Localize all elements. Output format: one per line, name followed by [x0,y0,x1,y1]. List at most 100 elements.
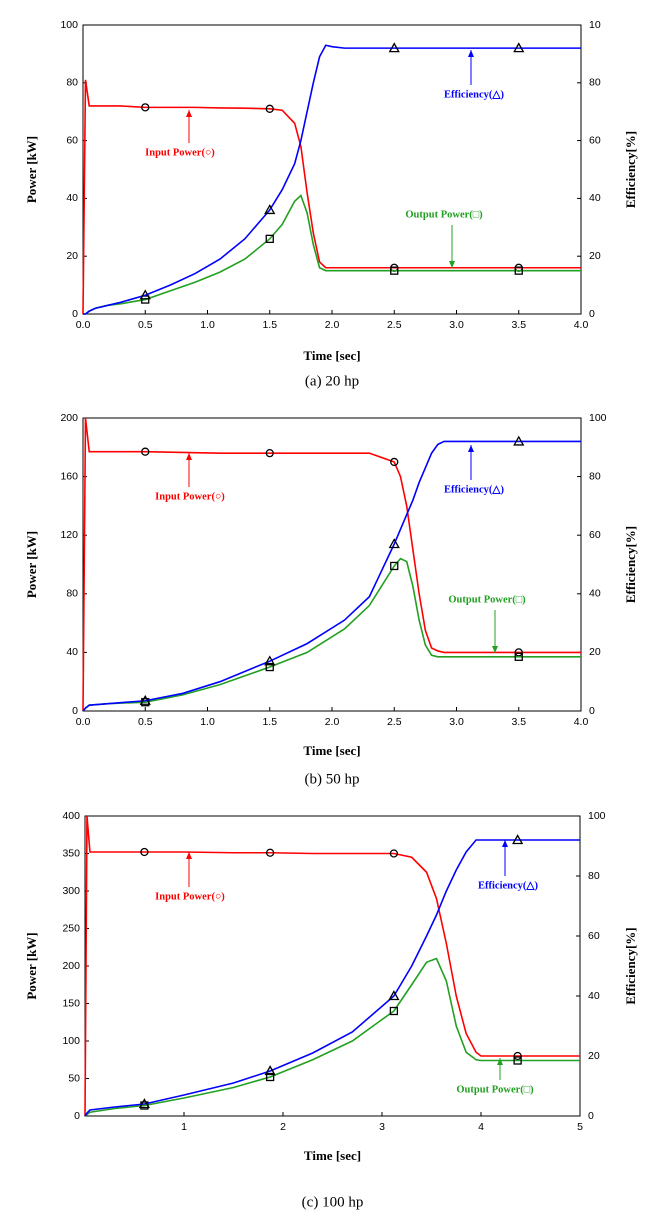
x-axis-title: Time [sec] [303,743,360,758]
arrow-head [186,852,192,859]
series-annotation: Input Power(○) [155,891,225,902]
square-marker [265,662,274,672]
y-tick-label: 100 [60,19,78,31]
y-tick-label: 0 [72,308,78,320]
y-tick-label: 50 [68,1072,80,1084]
y2-tick-label: 100 [588,810,606,822]
y-tick-label: 150 [62,997,80,1009]
square-marker [390,266,399,275]
circle-marker [514,648,523,657]
y2-tick-label: 80 [588,870,600,882]
y-tick-label: 400 [62,810,80,822]
triangle-marker [139,694,151,705]
triangle-marker [264,655,276,666]
series-line [84,957,580,1117]
y-tick-label: 20 [66,250,78,262]
y2-tick-label: 80 [589,470,601,482]
series-line [82,417,581,712]
x-tick-label: 1.5 [262,716,277,728]
triangle-marker [388,990,400,1001]
caption: (c) 100 hp [302,1194,364,1210]
y-tick-label: 100 [62,1035,80,1047]
y2-tick-label: 100 [589,412,607,424]
x-tick-label: 4 [478,1121,484,1133]
circle-marker [265,848,275,857]
circle-marker [265,449,274,458]
y-tick-label: 300 [62,885,80,897]
x-tick-label: 2.0 [325,319,340,331]
series-annotation: Efficiency(△) [478,880,538,891]
y2-tick-label: 80 [589,77,601,89]
series-line [84,815,580,1117]
y-tick-label: 80 [66,77,78,89]
x-tick-label: 1 [181,1121,187,1133]
square-marker [390,561,399,571]
triangle-marker [512,834,524,845]
x-axis-title: Time [sec] [304,1148,361,1163]
square-marker [389,1006,399,1016]
series-line [82,79,581,315]
y2-tick-label: 0 [589,705,595,717]
y-tick-label: 40 [66,192,78,204]
x-tick-label: 2 [280,1121,286,1133]
y2-tick-label: 60 [588,930,600,942]
y-axis-title: Power [kW] [24,932,39,999]
y-axis-title: Power [kW] [24,136,39,203]
triangle-marker [138,1098,151,1109]
series-line [82,440,581,712]
triangle-marker [388,42,400,53]
y2-tick-label: 20 [589,646,601,658]
series-line [83,44,581,315]
square-marker [265,1072,275,1082]
x-tick-label: 3.5 [511,716,526,728]
y2-tick-label: 0 [589,308,595,320]
arrow-head [468,445,474,452]
square-marker [265,234,274,244]
y-tick-label: 250 [62,922,80,934]
x-tick-label: 2.0 [325,716,340,728]
x-tick-label: 3 [379,1121,385,1133]
series-annotation: Input Power(○) [155,491,225,502]
arrow-head [468,50,474,57]
y2-tick-label: 20 [589,250,601,262]
y2-tick-label: 40 [589,588,601,600]
series-annotation: Output Power(□) [448,594,526,605]
x-tick-label: 1.0 [200,319,215,331]
x-tick-label: 2.5 [387,319,402,331]
x-tick-label: 0.5 [138,319,153,331]
series-line [83,194,581,315]
square-marker [513,1056,522,1065]
x-tick-label: 4.0 [574,319,589,331]
square-marker [514,266,523,275]
y-tick-label: 0 [72,705,78,717]
x-tick-label: 0.0 [76,716,91,728]
y2-tick-label: 40 [589,192,601,204]
y-tick-label: 60 [66,134,78,146]
y2-tick-label: 20 [588,1050,600,1062]
x-tick-label: 0.5 [138,716,153,728]
x-tick-label: 3.0 [449,716,464,728]
x-tick-label: 0.0 [76,319,91,331]
triangle-marker [264,1065,276,1076]
arrow-head [449,261,455,268]
y2-tick-label: 60 [589,134,601,146]
x-tick-label: 3.5 [511,319,526,331]
plot-frame [84,815,581,1117]
caption: (b) 50 hp [305,771,360,787]
series-annotation: Output Power(□) [456,1084,534,1095]
arrow-head [497,1058,503,1065]
plot-frame [82,417,582,712]
y-tick-label: 0 [74,1110,80,1122]
triangle-marker [139,289,151,300]
x-tick-label: 2.5 [387,716,402,728]
y-tick-label: 120 [60,529,78,541]
y-axis-title: Power [kW] [24,531,39,598]
y2-tick-label: 60 [589,529,601,541]
y-tick-label: 350 [62,847,80,859]
series-annotation: Efficiency(△) [444,484,504,495]
y2-axis-title: Efficiency[%] [623,927,638,1004]
square-marker [141,295,150,304]
y2-axis-title: Efficiency[%] [623,131,638,208]
circle-marker [389,849,399,858]
x-tick-label: 1.0 [200,716,215,728]
